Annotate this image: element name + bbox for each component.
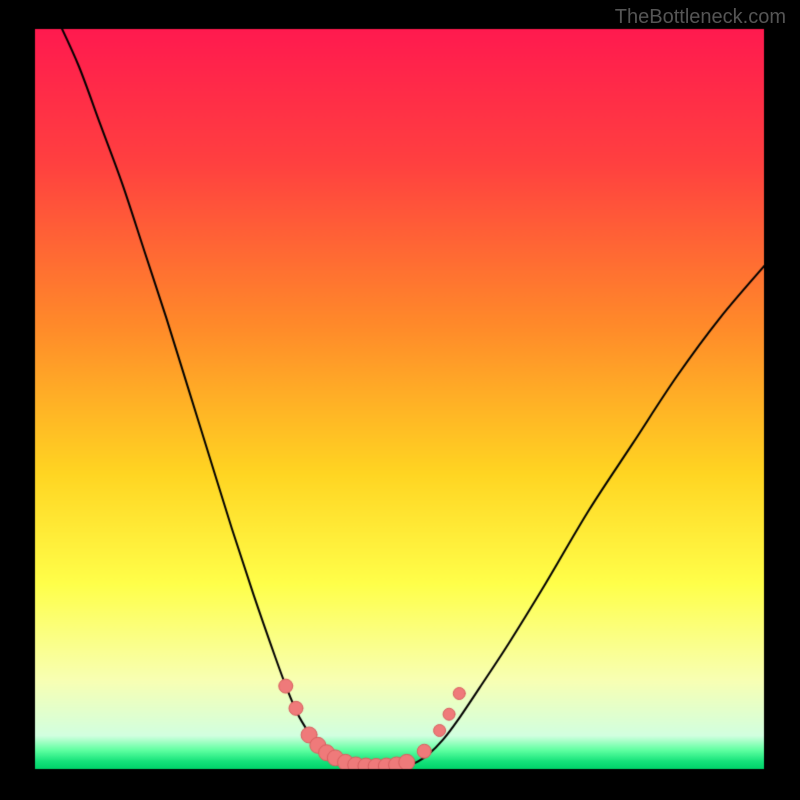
- chart-root: TheBottleneck.com: [0, 0, 800, 800]
- watermark-text: TheBottleneck.com: [615, 6, 786, 29]
- chart-canvas: [0, 0, 800, 800]
